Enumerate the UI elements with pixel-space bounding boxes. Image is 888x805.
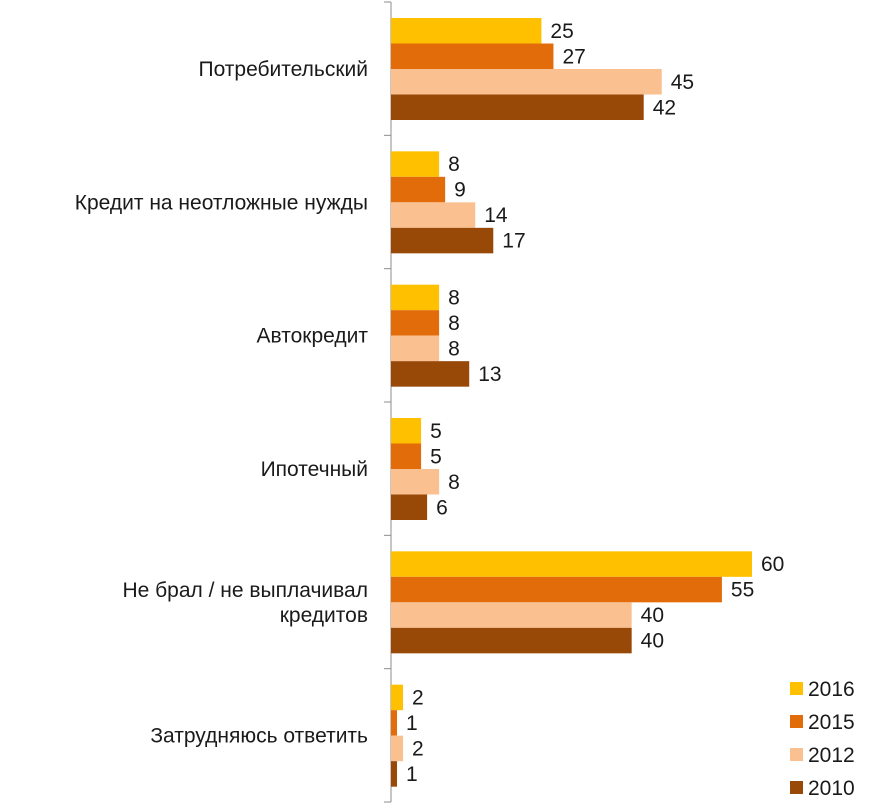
bar-2010-2 — [391, 361, 470, 387]
legend-swatch-2010 — [790, 781, 803, 794]
legend-label-2016: 2016 — [808, 678, 855, 701]
legend-swatch-2015 — [790, 715, 803, 728]
category-label-line: Ипотечный — [261, 458, 368, 481]
bar-2016-2 — [391, 284, 440, 311]
bars-layer — [391, 18, 752, 787]
data-label: 40 — [641, 604, 664, 627]
bar-2015-5 — [391, 710, 398, 736]
category-label: Затрудняюсь ответить — [150, 725, 368, 748]
category-label-line: Не брал / не выплачивал — [122, 579, 368, 602]
category-label-line: Кредит на неотложные нужды — [75, 191, 368, 214]
data-label: 5 — [430, 445, 442, 468]
category-labels-layer: Потребительский Кредит на неотложные нужд… — [75, 58, 369, 748]
data-label: 6 — [436, 496, 448, 519]
legend-label-2015: 2015 — [808, 711, 855, 734]
legend-swatch-2016 — [790, 682, 803, 695]
bar-2015-1 — [391, 176, 446, 203]
bar-2016-3 — [391, 418, 422, 444]
data-label: 55 — [731, 579, 754, 602]
data-label: 1 — [406, 712, 418, 735]
bar-2012-4 — [391, 602, 632, 628]
bar-2016-5 — [391, 684, 404, 711]
category-label: Автокредит — [257, 325, 369, 348]
bar-2010-4 — [391, 627, 632, 654]
data-label: 42 — [653, 96, 676, 119]
bar-2016-0 — [391, 18, 542, 44]
bar-2015-2 — [391, 310, 440, 336]
axis-layer — [384, 1, 392, 803]
bar-2012-0 — [391, 69, 662, 95]
data-label: 25 — [550, 20, 573, 43]
legend-label-2010: 2010 — [808, 777, 855, 800]
data-label: 2 — [412, 686, 424, 709]
legend-label-2012: 2012 — [808, 744, 855, 767]
data-label: 13 — [478, 363, 501, 386]
data-label: 8 — [448, 153, 460, 176]
bar-2015-0 — [391, 43, 554, 69]
data-label: 60 — [761, 553, 784, 576]
data-label: 2 — [412, 737, 424, 760]
category-label-line: кредитов — [280, 604, 368, 627]
bar-2015-3 — [391, 443, 422, 469]
data-label: 1 — [406, 763, 418, 786]
bar-2016-1 — [391, 151, 440, 177]
data-label: 5 — [430, 420, 442, 443]
category-label: Не брал / не выплачивал кредитов — [122, 579, 368, 627]
category-label: Потребительский — [198, 58, 368, 81]
data-label: 8 — [448, 471, 460, 494]
bar-2010-5 — [391, 761, 398, 787]
data-label: 14 — [484, 204, 508, 227]
legend: 2016 2015 2012 2010 — [790, 678, 855, 800]
bar-2012-1 — [391, 202, 476, 228]
bar-2010-0 — [391, 94, 644, 120]
bar-2012-2 — [391, 335, 440, 362]
bar-2012-3 — [391, 469, 440, 495]
bar-2015-4 — [391, 576, 722, 603]
category-label: Ипотечный — [261, 458, 368, 481]
bar-2016-4 — [391, 551, 752, 577]
legend-swatch-2012 — [790, 748, 803, 761]
data-label: 9 — [454, 179, 466, 202]
data-label: 8 — [448, 337, 460, 360]
bar-2010-1 — [391, 227, 494, 254]
category-label-line: Затрудняюсь ответить — [150, 725, 368, 748]
data-label: 8 — [448, 312, 460, 335]
data-label: 40 — [641, 630, 664, 653]
data-label: 8 — [448, 286, 460, 309]
data-label: 17 — [502, 230, 525, 253]
category-label: Кредит на неотложные нужды — [75, 191, 368, 214]
bar-2012-5 — [391, 735, 404, 762]
category-label-line: Потребительский — [198, 58, 368, 81]
bar-2010-3 — [391, 494, 428, 520]
category-label-line: Автокредит — [257, 325, 369, 348]
data-label: 27 — [562, 45, 585, 68]
data-label: 45 — [671, 71, 694, 94]
